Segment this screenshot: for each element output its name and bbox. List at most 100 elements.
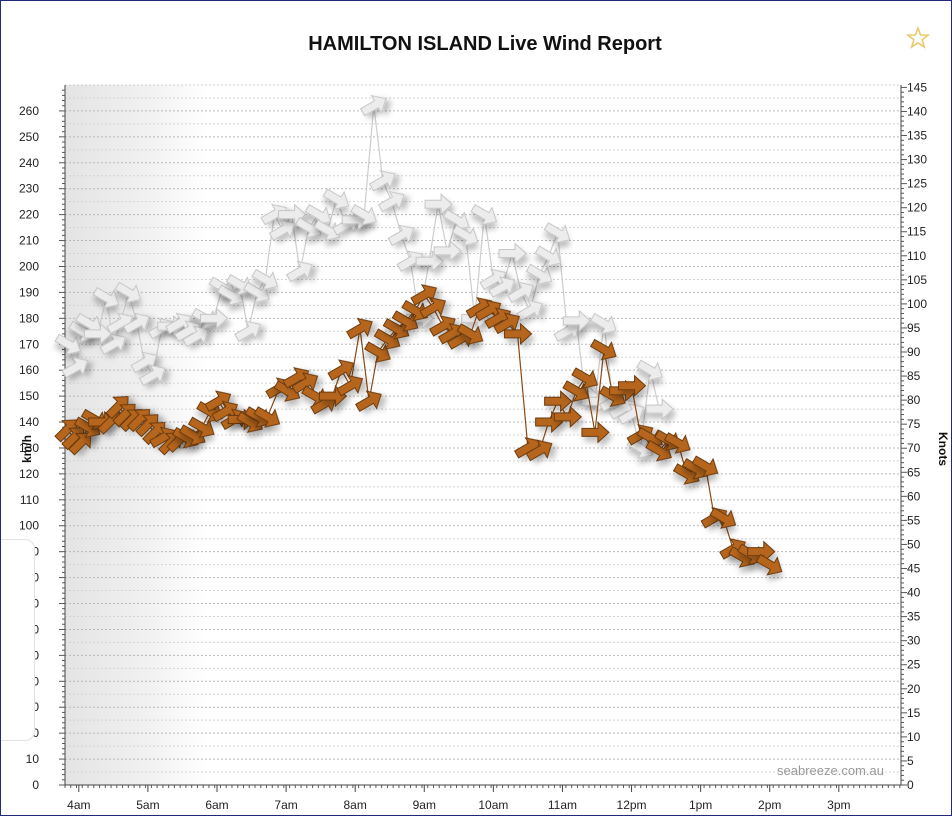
gust-arrow xyxy=(138,364,166,387)
speed-arrow xyxy=(419,297,447,319)
y-right-tick-label: 75 xyxy=(907,417,921,431)
gust-arrow xyxy=(451,224,479,247)
y-right-tick-label: 5 xyxy=(907,754,914,768)
y-left-tick-label: 260 xyxy=(19,104,39,118)
gust-arrow xyxy=(54,333,82,356)
speed-arrow xyxy=(544,390,573,413)
gust-arrow xyxy=(387,224,415,247)
gust-arrow xyxy=(377,190,405,213)
y-left-tick-label: 150 xyxy=(19,389,39,403)
gust-arrow xyxy=(433,239,462,263)
x-tick-label: 7am xyxy=(274,798,297,812)
y-right-tick-label: 115 xyxy=(907,225,926,239)
speed-arrow xyxy=(187,416,215,439)
y-left-tick-label: 200 xyxy=(19,259,39,273)
y-right-tick-label: 60 xyxy=(907,489,921,503)
gust-arrow xyxy=(645,397,674,421)
y-left-tick-label: 140 xyxy=(19,415,39,429)
speed-arrow xyxy=(663,432,691,454)
y-right-tick-label: 85 xyxy=(907,369,921,383)
y-right-tick-label: 135 xyxy=(907,129,927,143)
y-left-tick-label: 120 xyxy=(19,467,39,481)
y-left-tick-label: 250 xyxy=(19,130,39,144)
gust-arrow xyxy=(562,309,592,333)
gust-arrow xyxy=(617,403,645,425)
y-left-tick-label: 240 xyxy=(19,156,39,170)
y-right-tick-label: 90 xyxy=(907,345,921,359)
y-right-tick-label: 65 xyxy=(907,465,921,479)
gust-arrow xyxy=(251,268,279,291)
y-right-tick-label: 0 xyxy=(907,778,914,792)
speed-arrow xyxy=(410,284,438,306)
speed-arrow xyxy=(691,455,719,478)
y-right-tick-label: 145 xyxy=(907,80,927,94)
y-right-tick-label: 105 xyxy=(907,273,927,287)
y-right-tick-label: 20 xyxy=(907,682,921,696)
speed-arrow xyxy=(373,328,401,350)
speed-arrow xyxy=(618,374,647,397)
gust-arrow xyxy=(534,245,562,268)
speed-arrow xyxy=(493,312,520,335)
gust-arrow xyxy=(285,260,313,283)
y-right-tick-label: 40 xyxy=(907,586,921,600)
y-right-tick-label: 95 xyxy=(907,321,921,335)
speed-arrow xyxy=(273,380,301,402)
speed-arrow xyxy=(456,323,484,345)
y-left-tick-label: 220 xyxy=(19,208,39,222)
x-tick-label: 3pm xyxy=(827,798,850,812)
gust-arrow xyxy=(234,320,261,342)
speed-arrow xyxy=(525,439,553,462)
y-left-tick-label: 210 xyxy=(19,234,39,248)
y-right-axis-title: Knots xyxy=(936,432,950,466)
side-panel-tab[interactable] xyxy=(1,539,35,741)
speed-arrow xyxy=(355,390,382,412)
gust-arrow xyxy=(92,286,120,309)
y-left-tick-label: 10 xyxy=(26,752,40,766)
gust-arrow xyxy=(488,276,516,298)
speed-arrow xyxy=(105,396,129,420)
gust-arrow xyxy=(130,351,158,374)
speed-arrow xyxy=(581,421,610,444)
y-right-tick-label: 30 xyxy=(907,634,921,648)
speed-arrow xyxy=(571,367,599,389)
speed-arrow xyxy=(401,299,429,322)
x-tick-label: 6am xyxy=(205,798,228,812)
y-left-axis-title: km/h xyxy=(20,435,34,463)
gust-arrow xyxy=(216,284,244,306)
speed-arrow xyxy=(327,359,355,381)
gust-arrow xyxy=(553,320,581,342)
gust-arrow xyxy=(122,312,150,335)
gust-arrow xyxy=(368,170,396,192)
speed-arrow xyxy=(204,390,232,412)
gust-arrow xyxy=(313,219,341,242)
speed-arrow xyxy=(747,540,776,563)
x-tick-label: 11am xyxy=(548,798,577,812)
gust-arrow xyxy=(589,312,617,335)
gust-arrow xyxy=(350,203,377,226)
speed-arrow xyxy=(391,310,419,332)
speed-arrow xyxy=(336,374,364,397)
speed-arrow xyxy=(382,318,410,340)
gust-arrow xyxy=(498,242,527,265)
y-right-tick-label: 15 xyxy=(907,706,921,720)
favourite-star-icon[interactable] xyxy=(905,25,931,51)
gust-arrow xyxy=(294,216,322,239)
gust-arrow xyxy=(268,219,296,241)
x-tick-label: 5am xyxy=(136,798,159,812)
y-right-tick-label: 50 xyxy=(907,537,921,551)
x-tick-label: 12pm xyxy=(617,798,647,812)
speed-arrow xyxy=(755,553,783,576)
speed-arrow xyxy=(291,372,319,394)
y-right-tick-label: 110 xyxy=(907,249,926,263)
speed-arrow xyxy=(178,424,206,446)
speed-arrow xyxy=(364,341,391,363)
gust-arrow xyxy=(516,299,543,322)
x-tick-label: 1pm xyxy=(689,798,712,812)
y-right-tick-label: 10 xyxy=(907,730,921,744)
gust-arrow xyxy=(507,281,534,304)
speed-arrow xyxy=(562,380,590,402)
gust-arrow xyxy=(636,359,663,382)
y-left-tick-label: 180 xyxy=(19,311,39,325)
y-right-tick-label: 55 xyxy=(907,513,921,527)
y-right-tick-label: 140 xyxy=(907,104,927,118)
